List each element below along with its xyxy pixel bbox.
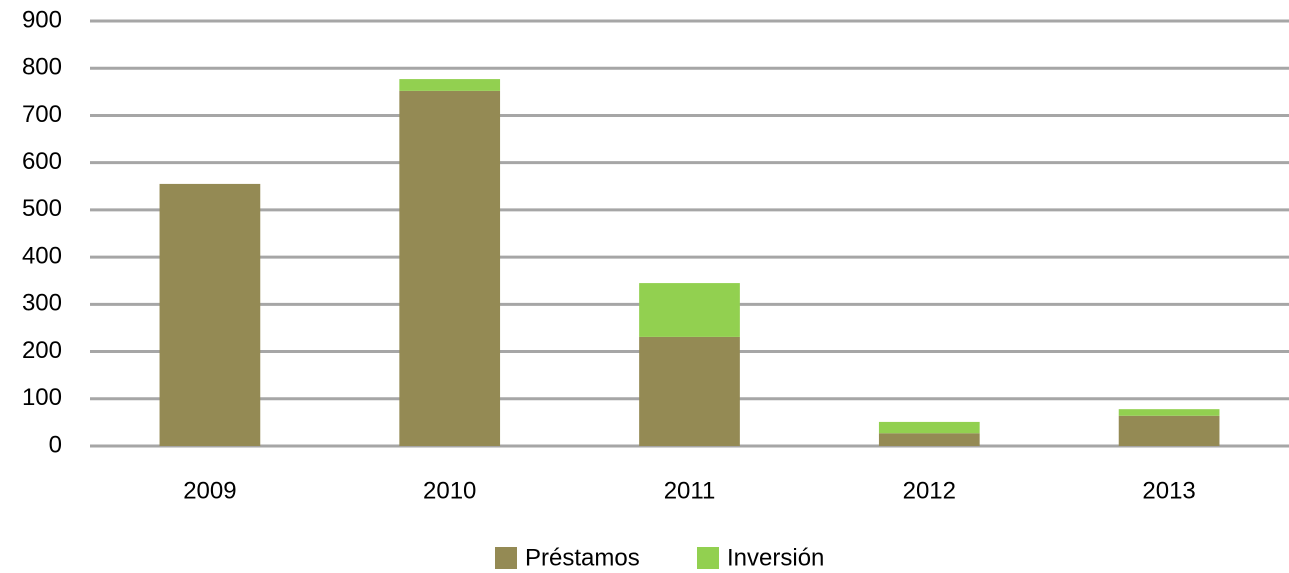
y-tick-label: 100 — [22, 384, 62, 411]
y-tick-label: 500 — [22, 195, 62, 222]
y-tick-label: 0 — [49, 431, 62, 458]
y-tick-label: 200 — [22, 337, 62, 364]
bar — [878, 433, 980, 446]
bar — [878, 421, 980, 434]
x-tick-label: 2011 — [664, 477, 716, 504]
legend-label: Préstamos — [525, 544, 640, 571]
legend-swatch — [495, 547, 517, 569]
legend-swatch — [697, 547, 719, 569]
legend-label: Inversión — [727, 544, 824, 571]
x-tick-label: 2013 — [1142, 477, 1195, 504]
bar — [399, 90, 501, 446]
bar — [1118, 409, 1220, 416]
bar — [399, 79, 501, 91]
x-tick-label: 2009 — [183, 477, 236, 504]
y-tick-label: 900 — [22, 6, 62, 33]
y-tick-label: 400 — [22, 242, 62, 269]
bar — [1118, 415, 1220, 446]
y-tick-label: 700 — [22, 101, 62, 128]
x-tick-label: 2010 — [423, 477, 476, 504]
bar — [159, 183, 261, 446]
bar — [639, 336, 740, 446]
y-tick-label: 300 — [22, 290, 62, 317]
x-tick-label: 2012 — [903, 477, 956, 504]
y-tick-label: 800 — [22, 54, 62, 81]
bar — [639, 283, 740, 337]
y-tick-label: 600 — [22, 148, 62, 175]
